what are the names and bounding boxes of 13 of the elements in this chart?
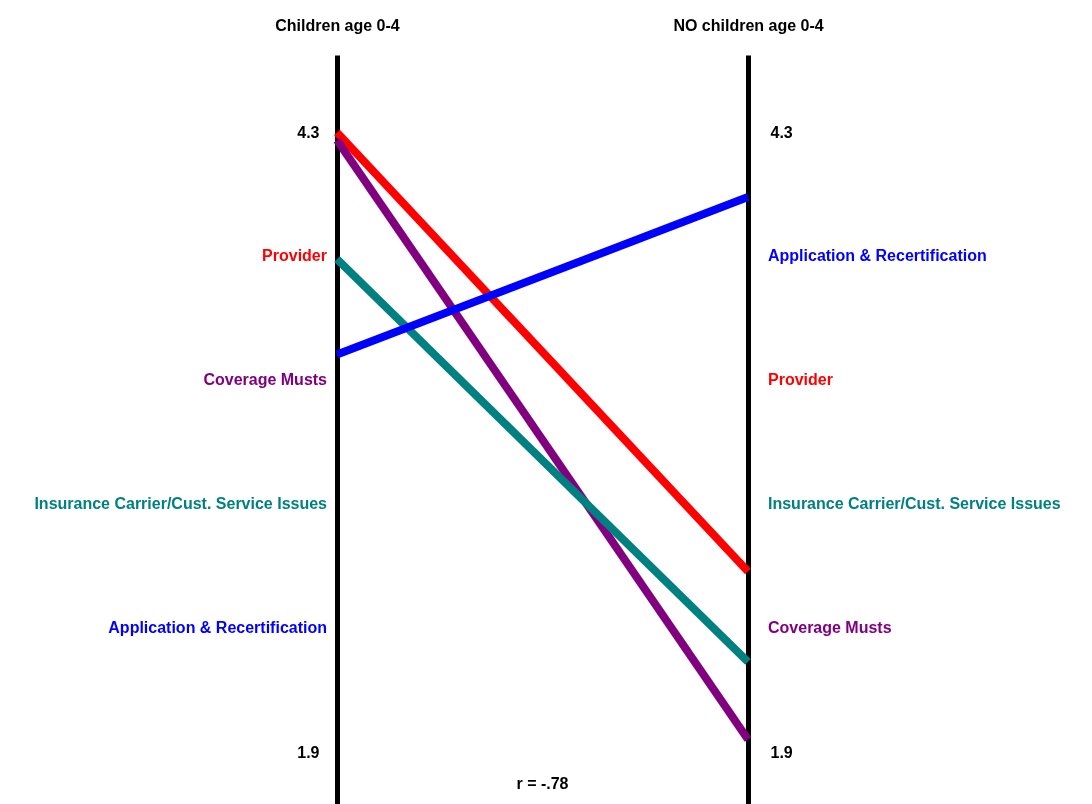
text: Application & Recertification [768, 247, 987, 265]
text: Coverage Musts [768, 619, 892, 637]
text: Insurance Carrier/Cust. Service Issues [34, 495, 327, 513]
y2-tick-label: 1.9 [770, 743, 793, 761]
text: Application & Recertification [108, 619, 327, 637]
text: Insurance Carrier/Cust. Service Issues [768, 495, 1061, 513]
text: Provider [768, 371, 833, 389]
annotation: r = -.78 [516, 775, 569, 792]
y2-tick-label: 4.3 [770, 123, 793, 141]
x-tick-label: NO children age 0-4 [673, 16, 824, 34]
text: Provider [262, 247, 327, 265]
x-tick-label: Children age 0-4 [275, 16, 400, 34]
text: Coverage Musts [203, 371, 327, 389]
